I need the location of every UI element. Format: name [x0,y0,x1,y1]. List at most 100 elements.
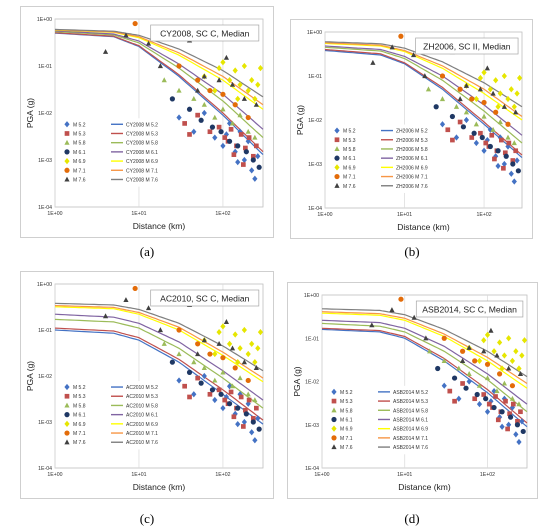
legend-marker-label: M 5.8 [73,141,86,147]
observation-point [484,136,490,144]
observation-point [519,352,525,359]
observation-point [216,77,222,83]
legend-line-label: ZH2006 M 5.3 [396,138,428,144]
observation-point [476,400,483,408]
y-tick-label: 1E-01 [38,64,52,70]
legend-marker [64,167,70,173]
observation-point [145,40,152,46]
legend-marker-label: M 5.2 [343,129,356,135]
observation-point [238,394,244,400]
observation-point [474,391,480,398]
y-tick-label: 1E+00 [307,30,322,36]
legend-marker-label: M 6.9 [343,165,356,171]
observation-point [483,396,489,402]
observation-point [254,143,259,149]
y-tick-label: 1E+00 [304,293,319,299]
y-tick-label: 1E-02 [38,111,52,117]
observation-point [249,429,255,436]
observation-point [457,86,463,92]
legend-marker-label: M 7.1 [73,431,86,437]
x-tick-label: 1E+00 [47,211,62,217]
observation-point [457,119,463,125]
x-axis-label: Distance (km) [133,221,186,231]
x-tick-label: 1E+02 [215,211,230,217]
x-tick-label: 1E+02 [480,472,495,478]
observation-point [243,411,249,417]
observation-point [176,377,182,384]
legend-marker [64,131,70,136]
observation-point [423,335,429,341]
observation-point [187,394,192,400]
observation-point [201,73,207,79]
observation-point [456,365,462,371]
observation-point [220,142,226,149]
observation-point [169,96,175,102]
observation-point [509,395,516,401]
observation-point [237,345,243,352]
observation-point [226,138,233,144]
legend-line-label: CY2008 M 5.3 [126,131,158,137]
observation-point [466,371,472,376]
observation-point [497,134,503,141]
legend-marker [331,425,337,432]
observation-point [495,103,501,110]
x-tick-label: 1E+00 [47,472,62,478]
legend-marker [334,164,340,171]
observation-point [473,121,479,127]
legend-marker-label: M 5.3 [343,138,356,144]
observation-point [145,305,152,311]
observation-point [132,285,138,292]
legend-line-label: ZH2006 M 6.1 [396,156,428,162]
observation-point [226,77,233,84]
model-curve [324,45,523,136]
caption-b: (b) [404,244,420,259]
observation-point [433,104,439,110]
legend-marker-label: M 6.9 [340,427,353,433]
observation-point [398,296,404,302]
y-tick-label: 1E-04 [305,466,319,472]
observation-point [507,414,514,420]
legend-marker-label: M 5.8 [343,147,356,153]
observation-point [519,418,525,425]
observation-point [182,383,187,389]
observation-point [481,348,487,354]
observation-point [463,82,470,88]
model-curve [54,327,264,421]
observation-point [220,405,226,412]
observation-point [520,428,526,435]
observation-point [195,87,201,93]
y-tick-label: 1E-04 [38,466,52,472]
observation-point [511,140,517,146]
legend-marker [334,146,340,152]
observation-point [241,162,246,167]
observation-point [228,126,234,132]
observation-point [499,137,504,143]
observation-point [460,381,465,386]
observation-point [460,358,466,363]
observation-point [494,352,500,358]
legend-marker-label: M 5.2 [340,390,353,396]
observation-point [132,20,138,27]
observation-point [490,90,496,96]
observation-point [212,134,218,141]
observation-point [238,132,244,137]
observation-point [245,87,251,94]
chart-panel-c: 1E+00 1E-01 1E-02 1E-03 1E-04 1E+00 1E+01 1E+02… [20,271,274,499]
observation-point [427,348,433,354]
y-tick-label: 1E-02 [38,374,52,380]
observation-point [254,405,259,411]
y-axis-label: PGA (g) [25,361,35,391]
y-tick-label: 1E-02 [308,118,322,124]
x-axis-label: Distance (km) [397,222,450,232]
observation-point [493,109,499,115]
observation-point [235,420,241,428]
legend-line-label: AC2010 M 7.6 [126,440,158,446]
observation-point [370,59,376,65]
observation-point [250,416,256,421]
observation-point [223,319,230,324]
observation-point [463,385,469,391]
legend-marker [334,173,340,180]
observation-point [216,387,222,393]
observation-point [441,335,447,341]
